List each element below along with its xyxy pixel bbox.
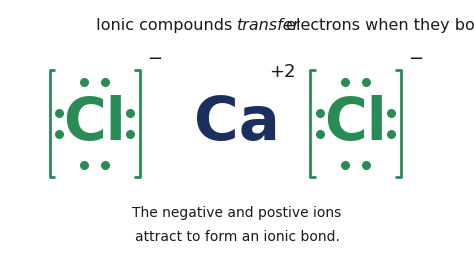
Text: −: − xyxy=(147,50,162,68)
Text: transfer: transfer xyxy=(237,18,300,33)
Text: Ionic compounds: Ionic compounds xyxy=(96,18,237,33)
Text: electrons when they bond.: electrons when they bond. xyxy=(281,18,474,33)
Text: −: − xyxy=(408,50,423,68)
Text: Cl: Cl xyxy=(324,95,387,152)
Text: attract to form an ionic bond.: attract to form an ionic bond. xyxy=(135,230,339,244)
Text: The negative and postive ions: The negative and postive ions xyxy=(132,206,342,220)
Text: +2: +2 xyxy=(269,63,296,81)
Text: Cl: Cl xyxy=(64,95,126,152)
Text: Ca: Ca xyxy=(194,94,280,153)
